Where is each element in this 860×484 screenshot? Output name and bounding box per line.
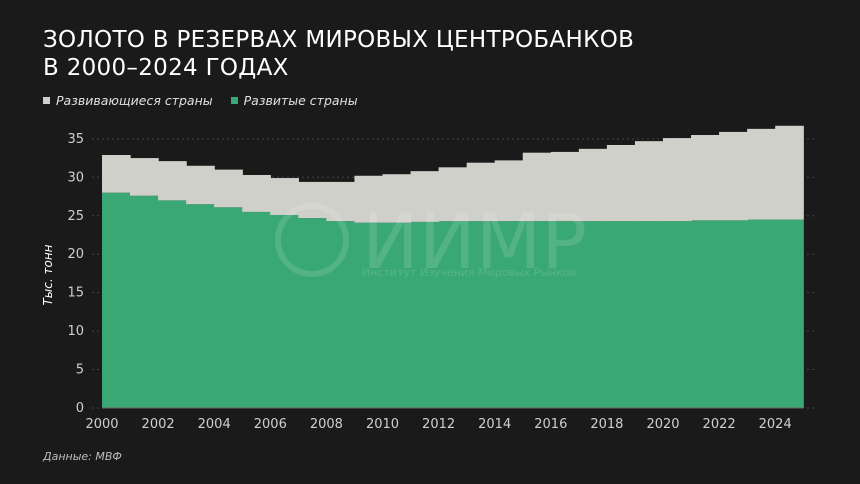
x-tick-label: 2018 [590,417,623,432]
step-developing-2016 [550,151,580,222]
x-tick-label: 2004 [198,417,231,432]
source-note: Данные: МВФ [43,450,122,463]
legend-swatch-developed [230,97,238,104]
step-developed-2004 [214,207,243,408]
x-tick-label: 2022 [703,417,736,432]
step-developed-2003 [186,204,215,408]
legend: Развивающиеся страны Развитые страны [43,93,358,108]
step-developed-2008 [326,221,356,408]
step-developed-2022 [719,220,748,408]
step-developed-2024 [775,219,804,408]
x-tick-label: 2000 [85,417,118,432]
x-tick-label: 2024 [759,417,792,432]
step-developed-2013 [466,221,496,408]
step-developed-2012 [438,221,468,408]
y-tick-label: 35 [67,132,84,147]
chart-title: Золото в резервах мировых центробанков в… [43,26,743,82]
step-developed-2023 [747,219,776,408]
x-tick-label: 2002 [142,417,175,432]
legend-swatch-developing [43,97,50,104]
step-developing-2023 [747,128,776,220]
step-developing-2008 [326,181,356,222]
legend-item-developing: Развивающиеся страны [43,93,213,108]
title-line-2: в 2000–2024 годах [43,55,289,81]
step-developed-2005 [242,211,271,408]
watermark-globe-icon [275,203,349,277]
step-developed-2009 [354,222,384,408]
y-tick-label: 5 [76,363,84,378]
step-developing-2006 [270,178,299,215]
step-developing-2013 [466,162,496,222]
legend-label-developing: Развивающиеся страны [56,93,213,108]
y-tick-label: 10 [67,324,84,339]
x-tick-label: 2008 [310,417,343,432]
step-developing-2022 [719,131,748,221]
y-tick-label: 25 [67,209,84,224]
step-developed-2014 [494,221,524,408]
legend-label-developed: Развитые страны [243,93,358,108]
step-developed-2002 [158,200,187,408]
step-developing-2009 [354,175,384,223]
x-tick-label: 2010 [366,417,399,432]
x-tick-label: 2020 [646,417,679,432]
x-tick-label: 2012 [422,417,455,432]
step-developing-2020 [663,138,692,222]
step-developing-2024 [775,125,804,220]
y-tick-label: 15 [67,286,84,301]
step-developing-2010 [382,174,412,223]
step-developed-2007 [298,218,327,408]
step-developing-2007 [298,181,327,219]
step-developed-2016 [550,221,580,408]
step-developing-2019 [634,141,664,222]
step-developed-2011 [410,221,440,408]
y-tick-label: 20 [67,247,84,262]
step-developing-2011 [410,171,440,222]
step-developed-2006 [270,214,299,408]
step-developed-2021 [691,220,720,408]
legend-item-developed: Развитые страны [230,93,358,108]
watermark: ИИМР Институт Изучения Мировых Рынков [275,197,587,286]
step-developed-2019 [634,221,664,408]
step-developed-2001 [130,195,159,408]
step-developing-2000 [102,154,131,193]
step-developed-2000 [102,192,131,408]
step-developing-2012 [438,167,468,222]
step-developing-2014 [494,160,524,222]
step-developing-2015 [522,152,552,222]
watermark-logo: ИИМР [362,197,587,286]
title-line-1: Золото в резервах мировых центробанков [43,27,635,53]
step-developing-2021 [691,135,720,221]
step-developing-2003 [186,165,215,205]
step-developing-2018 [606,145,636,222]
y-tick-label: 30 [67,170,84,185]
x-tick-label: 2006 [254,417,287,432]
step-developing-2004 [214,169,243,208]
y-axis-label: Тыс. тонн [41,244,55,305]
step-developed-2015 [522,221,552,408]
step-developed-2010 [382,222,412,408]
step-developing-2002 [158,161,187,201]
step-developing-2017 [578,148,608,222]
step-developed-2018 [606,221,636,408]
step-developed-2017 [578,221,608,408]
step-developed-2020 [663,221,692,408]
watermark-subtitle: Институт Изучения Мировых Рынков [362,266,576,279]
y-tick-label: 0 [76,401,84,416]
x-tick-label: 2016 [534,417,567,432]
step-developing-2005 [242,174,271,212]
step-developing-2001 [130,158,159,196]
x-tick-label: 2014 [478,417,511,432]
